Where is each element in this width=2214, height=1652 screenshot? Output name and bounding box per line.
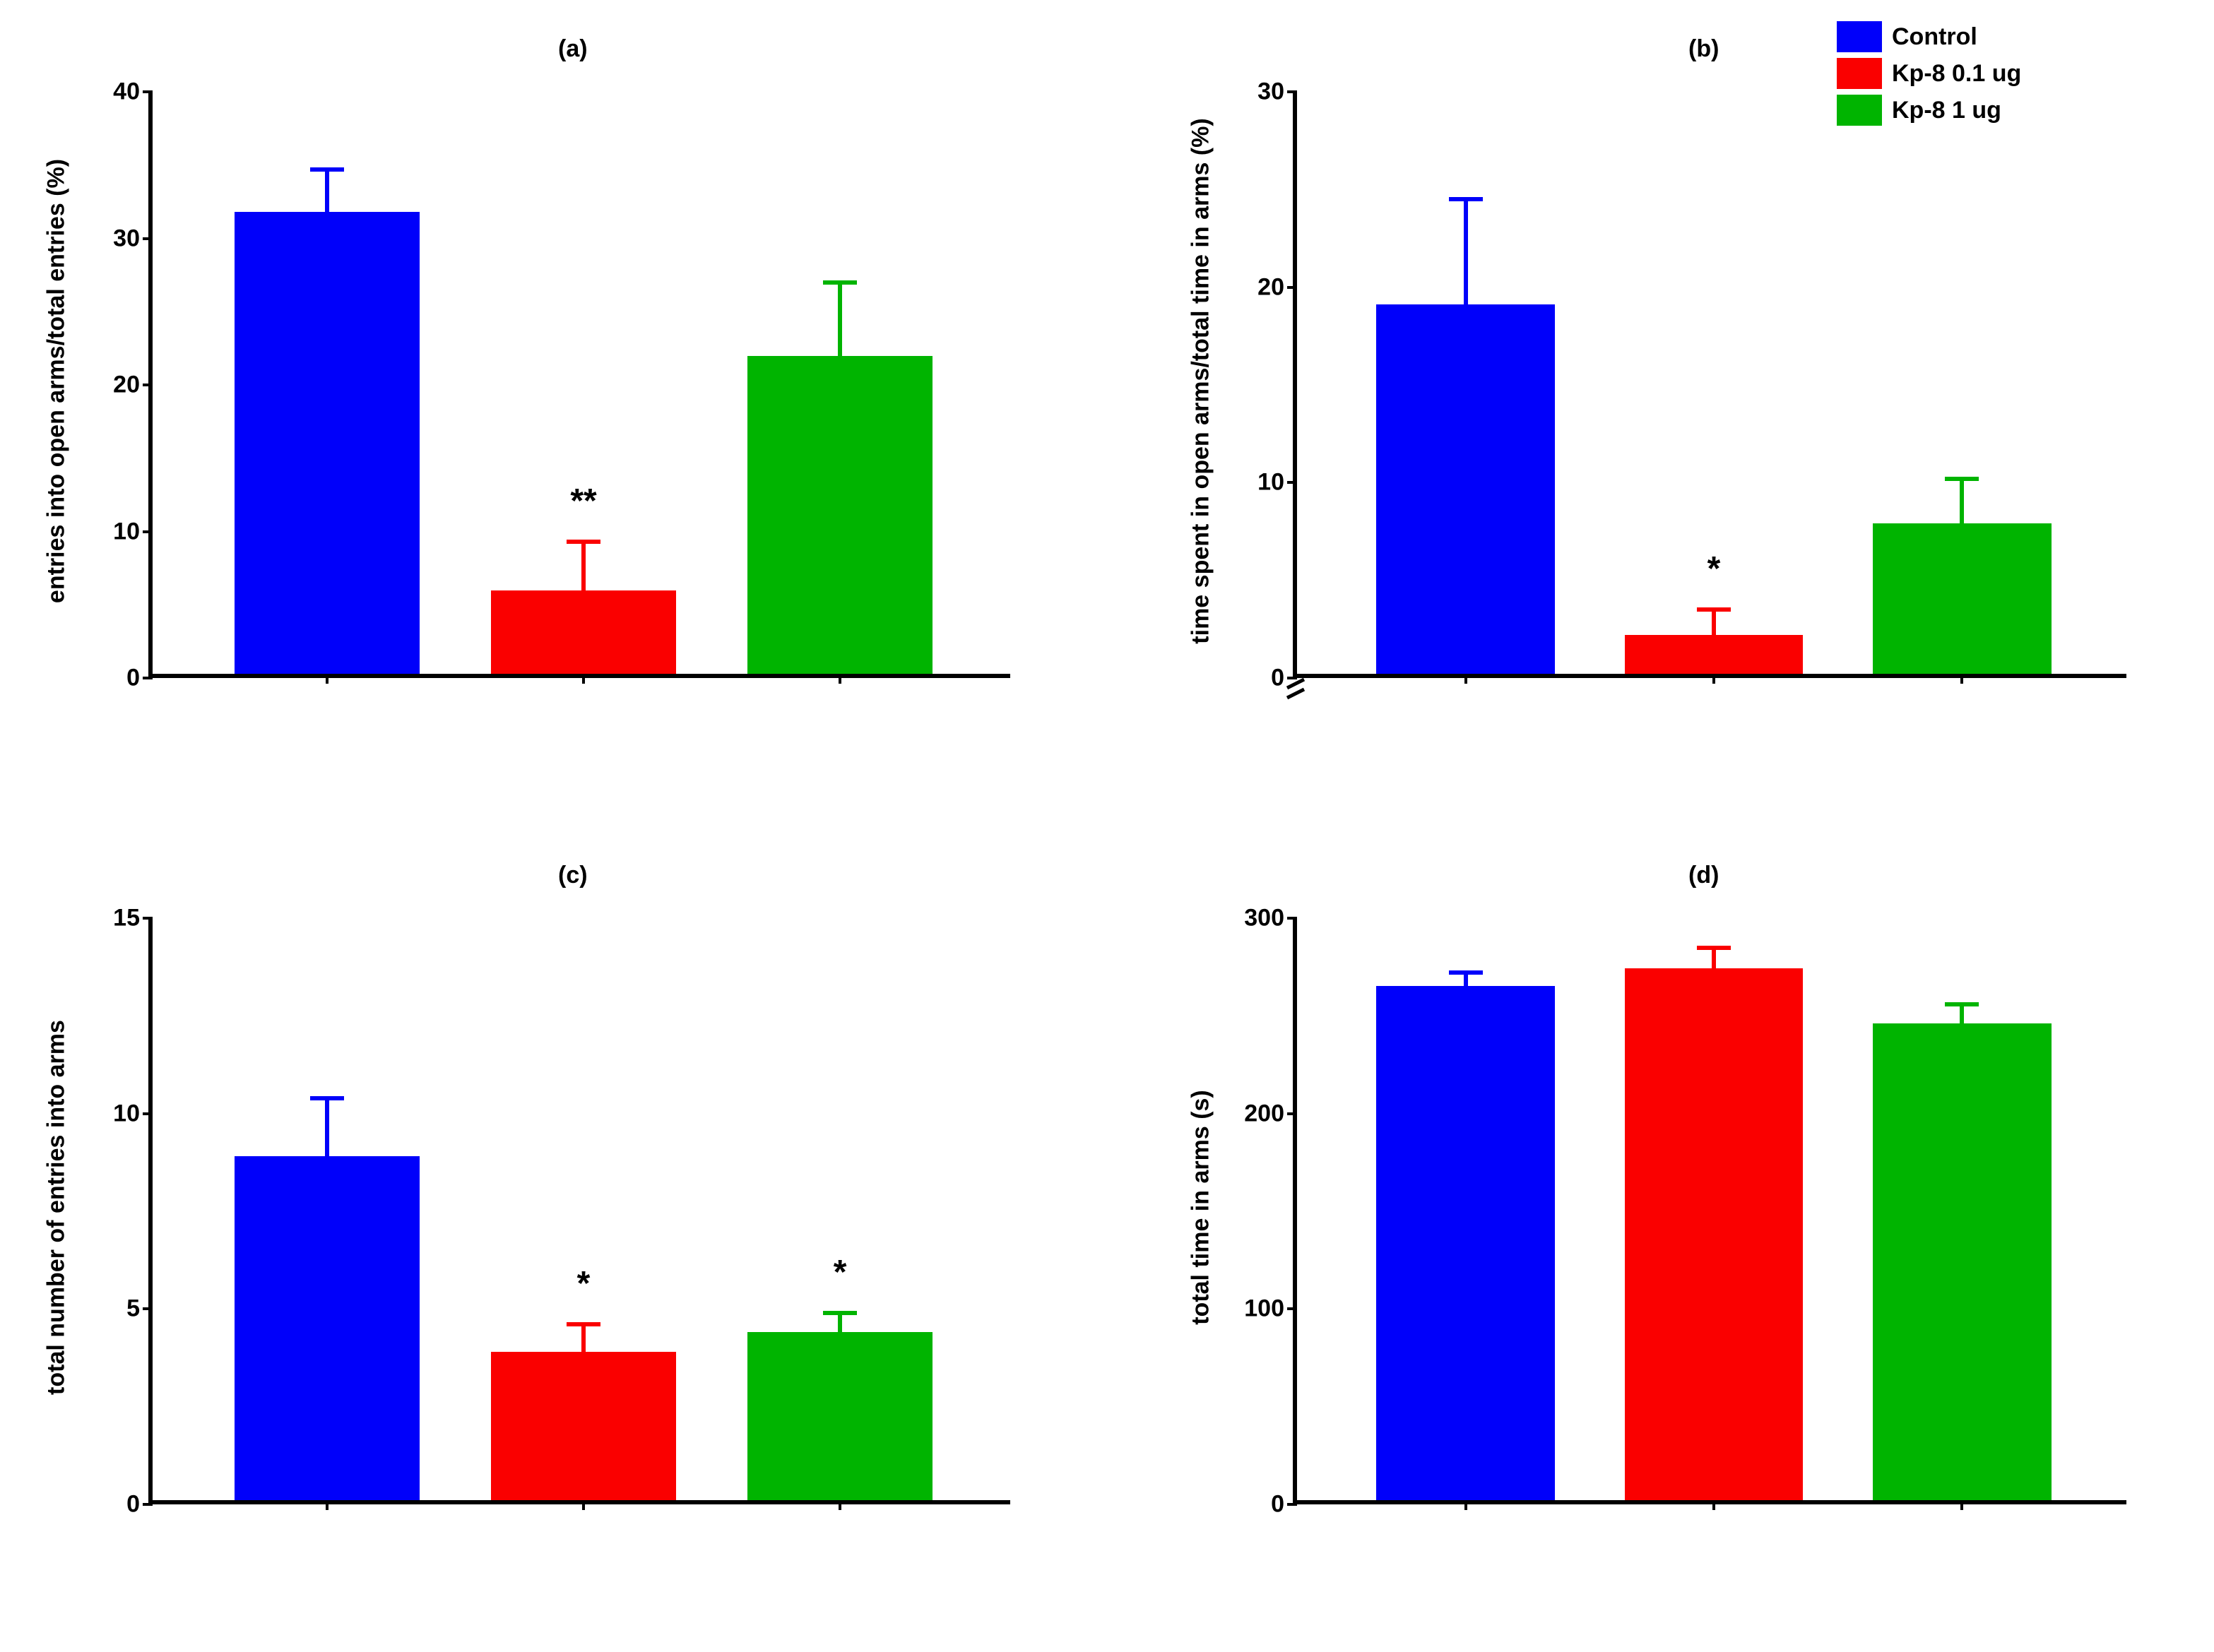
significance-label: * [834,1253,847,1292]
error-bar-cap [1449,197,1483,201]
bar-b-1 [1625,635,1804,674]
bar-a-0 [235,212,419,674]
error-bar [581,542,586,595]
panel-title-b: (b) [1688,35,1719,63]
bar-d-0 [1376,986,1555,1500]
ytick-label: 15 [113,905,153,932]
error-bar [838,283,842,360]
plot-area-d: 0100200300 [1293,918,2126,1504]
ytick-label: 200 [1244,1100,1297,1127]
bar-b-0 [1376,304,1555,674]
error-bar [1464,199,1468,309]
legend-swatch [1837,21,1882,52]
error-bar [838,1313,842,1336]
bar-c-1 [491,1352,675,1500]
panel-title-c: (c) [558,862,588,889]
error-bar-cap [823,1311,857,1315]
bar-a-2 [747,356,932,674]
significance-label: * [577,1264,591,1303]
xtick-mark [582,674,585,684]
ytick-label: 100 [1244,1295,1297,1323]
xtick-mark [1712,674,1715,684]
bar-d-2 [1873,1023,2052,1500]
significance-label: * [1707,549,1721,588]
panel-title-a: (a) [558,35,588,63]
xtick-mark [1464,674,1467,684]
legend-item: Kp-8 0.1 ug [1837,58,2021,89]
error-bar-cap [1449,970,1483,975]
yaxis-label-d: total time in arms (s) [1188,855,1215,1561]
xtick-mark [1960,1500,1963,1510]
ytick-label: 300 [1244,905,1297,932]
xtick-mark [1464,1500,1467,1510]
error-bar-cap [1697,607,1731,612]
panel-title-d: (d) [1688,862,1719,889]
error-bar-cap [1945,477,1979,481]
axis-break-icon [1286,677,1314,705]
plot-area-a: 010203040** [148,92,1010,678]
bar-c-2 [747,1332,932,1500]
legend-swatch [1837,95,1882,126]
error-bar [1712,948,1716,973]
ytick-label: 30 [1257,78,1297,106]
ytick-label: 10 [113,518,153,545]
error-bar-cap [1697,946,1731,950]
xtick-mark [326,674,328,684]
error-bar-cap [823,280,857,285]
ytick-label: 20 [1257,273,1297,301]
legend-label: Control [1892,23,1977,51]
ytick-label: 5 [126,1295,153,1323]
error-bar [325,1098,329,1161]
yaxis-label-a: entries into open arms/total entries (%) [43,28,71,735]
error-bar [325,170,329,216]
significance-label: ** [570,482,596,521]
bar-c-0 [235,1156,419,1500]
error-bar [581,1324,586,1355]
xtick-mark [839,1500,841,1510]
error-bar-cap [1945,1002,1979,1006]
legend-label: Kp-8 0.1 ug [1892,60,2021,88]
error-bar-cap [567,540,600,544]
error-bar [1712,610,1716,639]
xtick-mark [326,1500,328,1510]
error-bar-cap [310,167,344,172]
ytick-label: 20 [113,372,153,399]
error-bar-cap [310,1096,344,1100]
error-bar [1960,479,1964,528]
ytick-label: 30 [113,225,153,252]
xtick-mark [1960,674,1963,684]
xtick-mark [1712,1500,1715,1510]
xtick-mark [839,674,841,684]
legend-label: Kp-8 1 ug [1892,97,2001,124]
legend: Control Kp-8 0.1 ug Kp-8 1 ug [1837,21,2021,131]
plot-area-b: 0102030* [1293,92,2126,678]
legend-swatch [1837,58,1882,89]
error-bar [1464,973,1468,990]
ytick-label: 0 [126,665,153,692]
bar-a-1 [491,590,675,674]
error-bar-cap [567,1322,600,1326]
ytick-label: 10 [113,1100,153,1127]
bar-d-1 [1625,968,1804,1500]
ytick-label: 0 [1271,1491,1297,1519]
legend-item: Kp-8 1 ug [1837,95,2021,126]
error-bar [1960,1004,1964,1028]
ytick-label: 40 [113,78,153,106]
ytick-label: 0 [126,1491,153,1519]
ytick-label: 10 [1257,469,1297,497]
yaxis-label-b: time spent in open arms/total time in ar… [1188,28,1215,735]
xtick-mark [582,1500,585,1510]
legend-item: Control [1837,21,2021,52]
bar-b-2 [1873,523,2052,674]
yaxis-label-c: total number of entries into arms [43,855,71,1561]
plot-area-c: 051015** [148,918,1010,1504]
